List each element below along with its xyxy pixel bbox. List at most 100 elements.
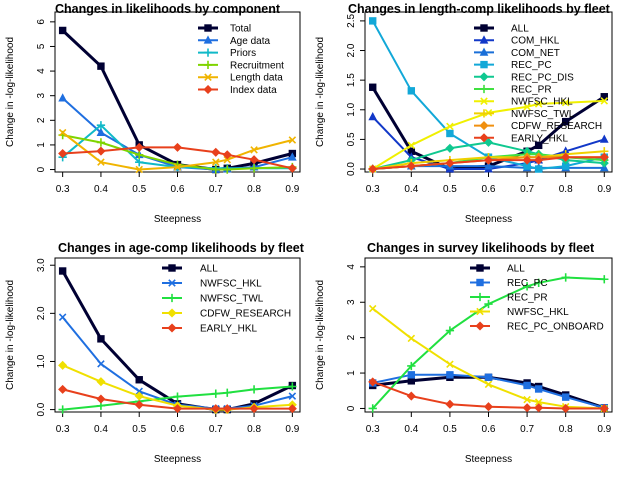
- data-point-rec-pc-onboard: [483, 402, 494, 412]
- data-point-length-data: [173, 163, 182, 171]
- data-point-all: [407, 377, 416, 385]
- data-point-rec-pc: [446, 371, 454, 379]
- data-point-rec-pc-onboard: [561, 403, 571, 414]
- data-point-nwfsc-twl: [173, 392, 182, 401]
- data-point-rec-pc: [446, 129, 454, 138]
- x-tick-label: 0.7: [520, 184, 534, 195]
- series-line: [372, 141, 605, 170]
- data-point-rec-pc: [369, 17, 377, 25]
- data-point-legend-age-data: [203, 35, 213, 44]
- data-point-legend-rec-pc-onboard: [475, 321, 485, 331]
- data-point-total: [97, 62, 105, 70]
- legend-label: NWFSC_TWL: [200, 294, 264, 305]
- data-point-all: [534, 141, 543, 150]
- data-point-com-hkl: [368, 111, 378, 121]
- y-tick-label: 4: [36, 68, 47, 74]
- data-point-legend-com-hkl: [479, 35, 489, 44]
- series-all: [58, 267, 297, 414]
- data-point-nwfsc-hkl: [561, 98, 570, 107]
- x-tick-label: 0.5: [132, 184, 146, 195]
- data-point-legend-cdfw-research: [167, 308, 177, 318]
- data-point-length-data: [212, 158, 220, 166]
- y-axis-label: Change in -log-likelihood: [315, 37, 326, 147]
- data-point-legend-rec-pc: [476, 278, 484, 287]
- data-point-recruitment: [249, 164, 259, 173]
- data-point-early-hkl: [522, 155, 532, 165]
- x-tick-label: 0.5: [132, 424, 146, 435]
- data-point-recruitment: [135, 150, 144, 159]
- data-point-rec-pc: [407, 371, 416, 379]
- data-point-legend-length-data: [204, 73, 212, 81]
- data-point-com-hkl: [599, 134, 609, 143]
- data-point-rec-pc-dis: [483, 137, 494, 147]
- y-tick-label: 1.0: [36, 354, 47, 368]
- chart-panel-1: Changes in likelihoods by component 0.3 0.…: [5, 2, 301, 225]
- x-axis-label: Steepness: [465, 454, 512, 465]
- x-tick-label: 0.3: [56, 184, 70, 195]
- series-line: [62, 134, 293, 171]
- legend-label: Recruitment: [230, 60, 284, 71]
- series-rec-pc-onboard: [368, 377, 609, 414]
- x-tick-label: 0.9: [285, 424, 299, 435]
- y-tick-label: 0: [36, 166, 47, 172]
- data-point-early-hkl: [368, 164, 378, 174]
- data-point-cdfw-research: [96, 377, 106, 387]
- x-tick-label: 0.4: [94, 424, 108, 435]
- data-point-early-hkl: [249, 404, 259, 414]
- series-line: [62, 146, 293, 170]
- data-point-length-data: [58, 128, 67, 137]
- x-axis-label: Steepness: [154, 214, 201, 225]
- data-point-length-data: [223, 155, 232, 164]
- data-point-age-data: [287, 152, 297, 161]
- data-point-all: [97, 335, 105, 343]
- y-tick-label: 1.0: [346, 102, 357, 116]
- legend-label: REC_PC: [507, 278, 548, 289]
- y-tick-label: 1: [36, 142, 47, 148]
- x-tick-label: 0.4: [404, 184, 418, 195]
- y-tick-label: 4: [346, 264, 357, 270]
- data-point-index-data: [211, 147, 221, 157]
- data-point-rec-pc-onboard: [445, 399, 455, 409]
- data-point-rec-pr: [600, 275, 609, 284]
- data-point-rec-pr: [484, 299, 493, 309]
- legend-label: NWFSC_HKL: [511, 97, 573, 108]
- series-early-hkl: [58, 384, 297, 414]
- series-line: [372, 373, 605, 409]
- data-point-nwfsc-hkl: [446, 122, 454, 131]
- series-line: [372, 99, 605, 170]
- legend-label: COM_NET: [511, 48, 560, 59]
- legend-label: NWFSC_HKL: [200, 279, 262, 290]
- data-point-rec-pc: [534, 385, 543, 393]
- legend-label: REC_PC_DIS: [511, 72, 574, 83]
- data-point-rec-pc-onboard: [368, 377, 378, 387]
- data-point-cdfw-research: [134, 391, 144, 401]
- data-point-rec-pc: [534, 165, 543, 173]
- chart-title: Changes in length-comp likelihoods by fl…: [348, 2, 611, 16]
- data-point-nwfsc-twl: [288, 382, 297, 391]
- data-point-rec-pc-onboard: [599, 403, 609, 414]
- legend-label: ALL: [507, 264, 525, 275]
- data-point-nwfsc-hkl: [534, 100, 543, 108]
- data-point-nwfsc-hkl: [407, 334, 416, 343]
- data-point-rec-pr: [561, 273, 570, 282]
- series-line: [371, 20, 605, 170]
- data-point-legend-rec-pr: [479, 84, 489, 94]
- x-tick-label: 0.5: [443, 424, 457, 435]
- data-point-legend-early-hkl: [167, 323, 177, 333]
- data-point-rec-pc-dis: [445, 143, 455, 153]
- y-axis-label: Change in -log-likelihood: [315, 280, 326, 390]
- y-tick-label: 0.0: [346, 162, 357, 176]
- legend-label: Age data: [230, 36, 270, 47]
- data-point-legend-nwfsc-hkl: [480, 97, 488, 105]
- data-point-early-hkl: [561, 152, 571, 162]
- data-point-legend-com-net: [479, 47, 489, 56]
- legend-label: CDFW_RESEARCH: [200, 309, 291, 320]
- y-tick-label: 0.5: [346, 132, 357, 146]
- data-point-com-net: [484, 161, 493, 170]
- x-tick-label: 0.8: [559, 184, 573, 195]
- data-point-rec-pr: [534, 278, 543, 287]
- data-point-early-hkl: [287, 404, 297, 414]
- data-point-rec-pr: [368, 404, 377, 413]
- data-point-legend-rec-pc-dis: [479, 72, 489, 82]
